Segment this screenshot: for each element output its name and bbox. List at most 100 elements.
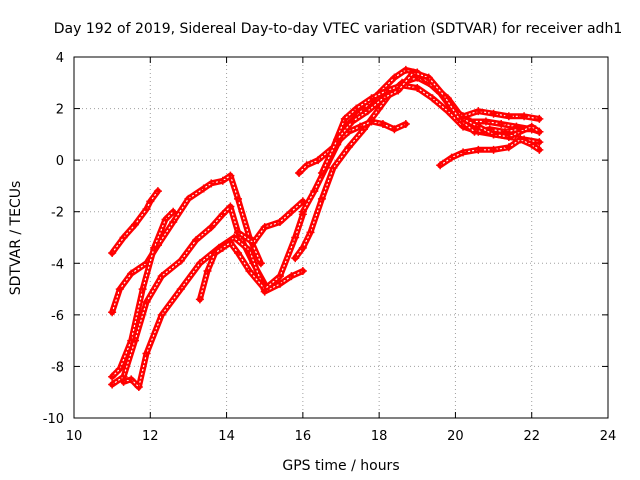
data-point — [245, 267, 254, 276]
data-point — [115, 365, 124, 374]
data-point — [226, 238, 235, 247]
data-point — [260, 285, 269, 294]
data-point — [390, 125, 399, 134]
data-point — [470, 127, 479, 136]
data-point — [207, 223, 216, 232]
data-point — [306, 228, 315, 237]
x-tick-label: 18 — [371, 429, 388, 444]
y-tick-label: 4 — [56, 51, 64, 66]
data-point — [333, 135, 342, 144]
x-tick-label: 22 — [523, 429, 540, 444]
data-point — [474, 122, 483, 131]
data-point — [131, 220, 140, 229]
y-tick-label: 2 — [56, 103, 64, 118]
series-marker-texture — [111, 175, 262, 313]
data-point — [439, 91, 448, 100]
data-point — [516, 127, 525, 136]
data-point — [535, 114, 544, 123]
data-point — [375, 104, 384, 113]
data-point — [310, 187, 319, 196]
y-tick-label: -10 — [43, 412, 64, 427]
data-point — [157, 310, 166, 319]
data-point — [527, 140, 536, 149]
data-point — [256, 259, 265, 268]
data-point — [291, 233, 300, 242]
y-tick-label: -2 — [51, 206, 64, 221]
data-point — [459, 114, 468, 123]
data-point — [504, 143, 513, 152]
data-point — [260, 223, 269, 232]
data-point — [134, 383, 143, 392]
data-point — [489, 145, 498, 154]
data-point — [161, 215, 170, 224]
series-trace-13 — [436, 135, 544, 170]
data-point — [157, 272, 166, 281]
data-point — [119, 233, 128, 242]
data-point — [108, 308, 117, 317]
data-point — [317, 169, 326, 178]
data-point — [218, 176, 227, 185]
data-point — [203, 267, 212, 276]
data-point — [520, 112, 529, 121]
grid — [74, 57, 608, 418]
data-point — [176, 285, 185, 294]
data-point — [234, 228, 243, 237]
data-point — [195, 259, 204, 268]
data-point — [356, 122, 365, 131]
data-point — [131, 336, 140, 345]
data-point — [527, 122, 536, 131]
data-point — [115, 285, 124, 294]
data-point — [535, 138, 544, 147]
data-point — [504, 112, 513, 121]
y-tick-label: 0 — [56, 154, 64, 169]
series-marker-texture — [111, 190, 159, 254]
data-point — [443, 107, 452, 116]
data-point — [218, 210, 227, 219]
data-point — [108, 372, 117, 381]
y-axis-label: SDTVAR / TECUs — [8, 181, 24, 296]
data-point — [340, 114, 349, 123]
x-tick-label: 16 — [295, 429, 312, 444]
data-point — [142, 297, 151, 306]
data-point — [447, 153, 456, 162]
data-point — [298, 267, 307, 276]
data-point — [142, 349, 151, 358]
data-point — [535, 145, 544, 154]
data-point — [489, 130, 498, 139]
data-point — [317, 194, 326, 203]
data-point — [489, 109, 498, 118]
data-point — [329, 163, 338, 172]
data-point — [199, 184, 208, 193]
data-point — [146, 197, 155, 206]
data-point — [176, 256, 185, 265]
series-trace-14 — [459, 114, 544, 141]
data-point — [409, 68, 418, 77]
x-tick-label: 10 — [66, 429, 83, 444]
plot-frame — [73, 56, 609, 419]
data-point — [378, 94, 387, 103]
data-point — [298, 243, 307, 252]
data-point — [153, 187, 162, 196]
data-point — [234, 194, 243, 203]
data-point — [481, 117, 490, 126]
data-point — [436, 161, 445, 170]
data-point — [474, 145, 483, 154]
data-point — [298, 207, 307, 216]
data-point — [138, 285, 147, 294]
data-point — [401, 65, 410, 74]
data-point — [367, 94, 376, 103]
data-point — [142, 205, 151, 214]
data-point — [516, 135, 525, 144]
data-point — [275, 279, 284, 288]
data-point — [275, 218, 284, 227]
x-tick-label: 14 — [218, 429, 235, 444]
y-tick-label: -6 — [51, 309, 64, 324]
data-point — [207, 179, 216, 188]
data-point — [314, 156, 323, 165]
data-point — [127, 375, 136, 384]
data-point — [428, 94, 437, 103]
data-point — [211, 248, 220, 257]
x-tick-label: 20 — [447, 429, 464, 444]
data-point — [195, 295, 204, 304]
series-trace-5 — [119, 233, 307, 392]
